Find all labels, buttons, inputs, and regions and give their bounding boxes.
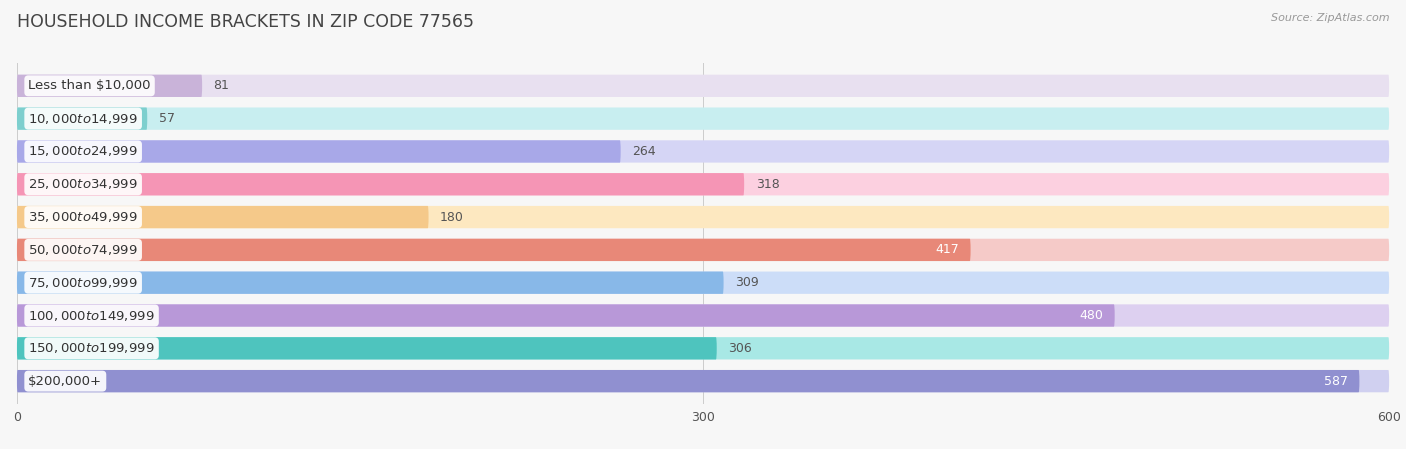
Text: 318: 318	[755, 178, 779, 191]
Text: $10,000 to $14,999: $10,000 to $14,999	[28, 112, 138, 126]
Text: 480: 480	[1080, 309, 1104, 322]
FancyBboxPatch shape	[17, 206, 1389, 228]
FancyBboxPatch shape	[17, 337, 717, 360]
Text: 306: 306	[728, 342, 752, 355]
Text: $50,000 to $74,999: $50,000 to $74,999	[28, 243, 138, 257]
Text: $200,000+: $200,000+	[28, 374, 103, 387]
FancyBboxPatch shape	[17, 304, 1389, 327]
Text: Less than $10,000: Less than $10,000	[28, 79, 150, 92]
Text: 180: 180	[440, 211, 464, 224]
Text: $100,000 to $149,999: $100,000 to $149,999	[28, 308, 155, 322]
FancyBboxPatch shape	[17, 75, 202, 97]
FancyBboxPatch shape	[17, 75, 1389, 97]
FancyBboxPatch shape	[17, 370, 1389, 392]
Text: 417: 417	[935, 243, 959, 256]
Text: 81: 81	[214, 79, 229, 92]
FancyBboxPatch shape	[17, 272, 724, 294]
Text: $75,000 to $99,999: $75,000 to $99,999	[28, 276, 138, 290]
FancyBboxPatch shape	[17, 140, 620, 163]
FancyBboxPatch shape	[17, 173, 1389, 195]
FancyBboxPatch shape	[17, 370, 1360, 392]
FancyBboxPatch shape	[17, 304, 1115, 327]
FancyBboxPatch shape	[17, 272, 1389, 294]
Text: 264: 264	[633, 145, 655, 158]
Text: 309: 309	[735, 276, 759, 289]
Text: Source: ZipAtlas.com: Source: ZipAtlas.com	[1271, 13, 1389, 23]
FancyBboxPatch shape	[17, 107, 148, 130]
FancyBboxPatch shape	[17, 239, 970, 261]
Text: HOUSEHOLD INCOME BRACKETS IN ZIP CODE 77565: HOUSEHOLD INCOME BRACKETS IN ZIP CODE 77…	[17, 13, 474, 31]
Text: 57: 57	[159, 112, 174, 125]
FancyBboxPatch shape	[17, 140, 1389, 163]
Text: 587: 587	[1324, 374, 1348, 387]
FancyBboxPatch shape	[17, 173, 744, 195]
FancyBboxPatch shape	[17, 239, 1389, 261]
Text: $150,000 to $199,999: $150,000 to $199,999	[28, 341, 155, 355]
Text: $25,000 to $34,999: $25,000 to $34,999	[28, 177, 138, 191]
FancyBboxPatch shape	[17, 206, 429, 228]
FancyBboxPatch shape	[17, 337, 1389, 360]
FancyBboxPatch shape	[17, 107, 1389, 130]
Text: $35,000 to $49,999: $35,000 to $49,999	[28, 210, 138, 224]
Text: $15,000 to $24,999: $15,000 to $24,999	[28, 145, 138, 158]
